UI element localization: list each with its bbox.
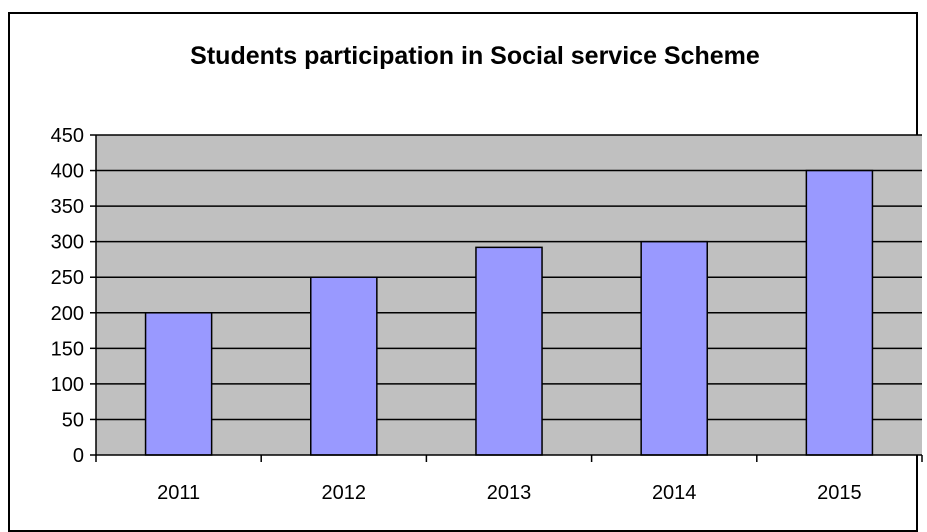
x-tick-label: 2012 xyxy=(322,482,367,504)
y-tick-label: 100 xyxy=(51,374,84,396)
y-tick-label: 150 xyxy=(51,338,84,360)
y-tick-label: 200 xyxy=(51,303,84,325)
bar-2013 xyxy=(475,246,543,456)
bar-2012 xyxy=(310,276,378,456)
chart-title: Students participation in Social service… xyxy=(190,42,760,70)
bar-2014 xyxy=(640,240,708,456)
y-tick-label: 400 xyxy=(51,161,84,183)
y-tick-label: 250 xyxy=(51,267,84,289)
bar-2011 xyxy=(144,312,213,456)
y-axis-ticks: 0 50 100 150 200 250 300 350 400 450 xyxy=(51,125,96,467)
y-tick-label: 50 xyxy=(62,409,84,431)
x-tick-label: 2011 xyxy=(157,482,200,504)
axes xyxy=(95,135,922,456)
x-axis-ticks: 2011 2012 2013 2014 2015 xyxy=(95,455,923,504)
bar-2015 xyxy=(805,169,874,456)
y-tick-label: 0 xyxy=(73,445,84,467)
x-tick-label: 2015 xyxy=(817,482,862,504)
x-tick-label: 2014 xyxy=(652,482,697,504)
y-tick-label: 450 xyxy=(51,125,84,147)
y-tick-label: 300 xyxy=(51,232,84,254)
y-tick-label: 350 xyxy=(51,196,84,218)
x-tick-label: 2013 xyxy=(487,482,532,504)
